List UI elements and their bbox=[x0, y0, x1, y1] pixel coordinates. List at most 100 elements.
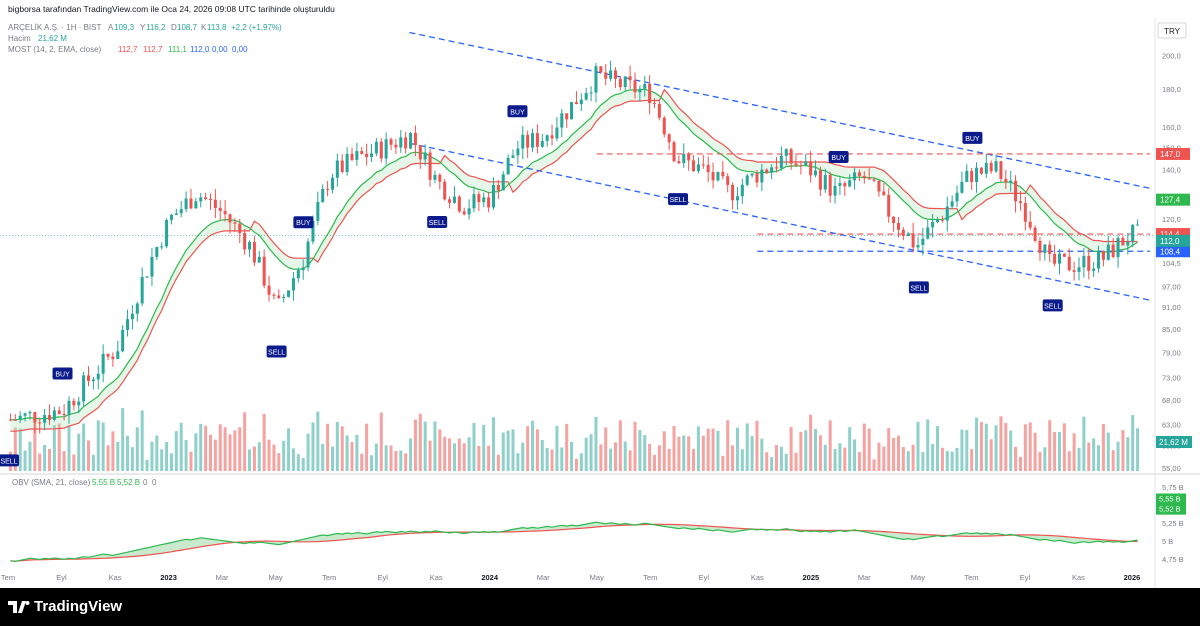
candle-body bbox=[935, 219, 940, 223]
volume-bar bbox=[457, 438, 461, 471]
chart-area[interactable]: SELL BUY BUY SELL SELL BUY SELL BUY SELL BUYSELL … bbox=[0, 18, 1200, 588]
candle-body bbox=[1048, 244, 1052, 254]
volume-bar bbox=[204, 425, 208, 471]
volume-bar bbox=[726, 420, 730, 471]
candle-body bbox=[672, 142, 676, 162]
legend-most-v5: 0,00 bbox=[212, 45, 228, 54]
price-label-box bbox=[1156, 147, 1190, 160]
volume-bar bbox=[906, 451, 910, 471]
volume-bar bbox=[389, 445, 393, 471]
volume-bar bbox=[438, 429, 442, 471]
currency-button[interactable]: TRY bbox=[1157, 22, 1187, 39]
candle-body bbox=[853, 172, 857, 181]
price-tick: 120,0 bbox=[1162, 215, 1181, 224]
volume-bar bbox=[126, 435, 130, 471]
volume-bar bbox=[760, 438, 764, 471]
candle-body bbox=[169, 214, 173, 220]
volume-bar bbox=[843, 447, 847, 471]
volume-bar bbox=[1014, 446, 1018, 471]
candle-body bbox=[1014, 180, 1018, 202]
volume-bar bbox=[433, 421, 437, 471]
legend-most-v2: 112,7 bbox=[143, 45, 163, 54]
candle-body bbox=[130, 313, 134, 320]
candle-body bbox=[511, 155, 515, 158]
candle-body bbox=[194, 201, 198, 209]
candle-body bbox=[848, 180, 852, 187]
legend-open: 109,3 bbox=[114, 23, 135, 32]
candle-body bbox=[818, 170, 822, 190]
candle-body bbox=[140, 277, 144, 304]
candle-body bbox=[555, 127, 559, 139]
volume-bar bbox=[911, 444, 915, 471]
candle-body bbox=[862, 175, 866, 179]
candle-body bbox=[794, 163, 798, 166]
price-tick: 180,0 bbox=[1162, 85, 1181, 94]
candle-body bbox=[560, 113, 564, 128]
signal-label: SELL bbox=[268, 350, 285, 357]
candle-body bbox=[945, 206, 949, 221]
price-tick: 73,00 bbox=[1162, 374, 1181, 383]
volume-bar bbox=[350, 442, 354, 471]
price-tick: 63,00 bbox=[1162, 421, 1181, 430]
candle-body bbox=[101, 353, 105, 374]
candle-body bbox=[301, 267, 305, 271]
candle-body bbox=[877, 180, 881, 192]
candle-body bbox=[867, 178, 871, 180]
candle-body bbox=[970, 170, 974, 182]
volume-bar bbox=[38, 453, 42, 471]
candle-body bbox=[667, 134, 671, 143]
volume-bar bbox=[862, 423, 866, 471]
time-tick: 2024 bbox=[481, 573, 499, 582]
volume-bar bbox=[809, 414, 813, 471]
candle-body bbox=[179, 209, 183, 214]
channel-lower-line bbox=[409, 142, 1151, 301]
volume-bar bbox=[491, 417, 496, 471]
candle-body bbox=[965, 170, 969, 182]
volume-bar bbox=[384, 445, 388, 471]
candle-body bbox=[589, 92, 593, 94]
signal-box bbox=[962, 131, 983, 144]
volume-bar bbox=[1092, 438, 1096, 471]
volume-bar bbox=[1082, 416, 1086, 471]
volume-bar bbox=[13, 427, 17, 471]
time-tick: May bbox=[590, 573, 604, 582]
candle-body bbox=[174, 213, 178, 215]
candle-body bbox=[287, 290, 291, 297]
candle-body bbox=[770, 167, 774, 173]
volume-bar bbox=[770, 457, 774, 471]
candle-body bbox=[750, 173, 754, 176]
legend-open-label: A bbox=[108, 23, 114, 32]
candle-body bbox=[521, 134, 525, 149]
candle-body bbox=[609, 70, 613, 79]
time-tick: Tem bbox=[1, 573, 15, 582]
candle-body bbox=[1116, 237, 1120, 258]
signal-box bbox=[828, 150, 849, 163]
price-tick: 104,5 bbox=[1162, 259, 1181, 268]
candle-body bbox=[989, 163, 993, 172]
legend-most-v4: 112,0 bbox=[190, 45, 210, 54]
price-tick: 97,00 bbox=[1162, 283, 1181, 292]
volume-bar bbox=[1067, 451, 1071, 471]
volume-bar bbox=[828, 420, 832, 471]
volume-bar bbox=[1097, 445, 1101, 471]
volume-bar bbox=[418, 413, 422, 471]
price-tick: 85,00 bbox=[1162, 325, 1181, 334]
volume-bar bbox=[970, 449, 974, 471]
volume-bar bbox=[935, 426, 940, 471]
tradingview-logo[interactable]: TradingView bbox=[8, 598, 122, 615]
candle-body bbox=[335, 160, 339, 178]
volume-bar bbox=[1116, 441, 1120, 471]
volume-bar bbox=[1004, 423, 1008, 471]
candle-body bbox=[145, 276, 149, 278]
candle-body bbox=[477, 194, 481, 203]
volume-bar bbox=[62, 451, 66, 471]
volume-bar bbox=[477, 445, 481, 471]
volume-bar bbox=[584, 437, 588, 471]
candle-body bbox=[857, 172, 861, 176]
candle-body bbox=[262, 256, 266, 286]
candle-body bbox=[184, 198, 188, 210]
volume-bar bbox=[604, 427, 608, 471]
volume-bar bbox=[765, 452, 769, 471]
volume-bar bbox=[208, 434, 213, 471]
volume-bar bbox=[833, 449, 837, 471]
